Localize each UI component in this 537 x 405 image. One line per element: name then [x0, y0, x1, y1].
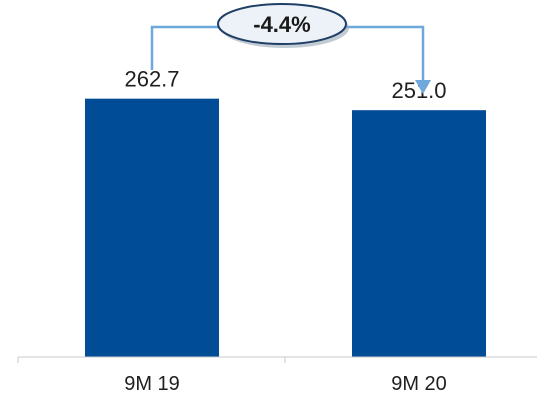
- value-labels-group: 262.7 251.0: [124, 67, 446, 104]
- x-tick-label: 9M 19: [124, 373, 180, 395]
- bar-9m-19: [85, 98, 219, 357]
- arrow-down-icon: [415, 80, 431, 94]
- value-label: 262.7: [124, 67, 179, 92]
- x-axis: [17, 356, 537, 363]
- x-tick-label: 9M 20: [391, 373, 447, 395]
- x-tick-labels: 9M 19 9M 20: [124, 373, 447, 395]
- bars-group: [85, 98, 486, 357]
- change-indicator: -4.4%: [150, 3, 431, 94]
- change-percent-label: -4.4%: [253, 12, 310, 37]
- bar-9m-20: [352, 110, 486, 357]
- change-badge: [217, 3, 347, 45]
